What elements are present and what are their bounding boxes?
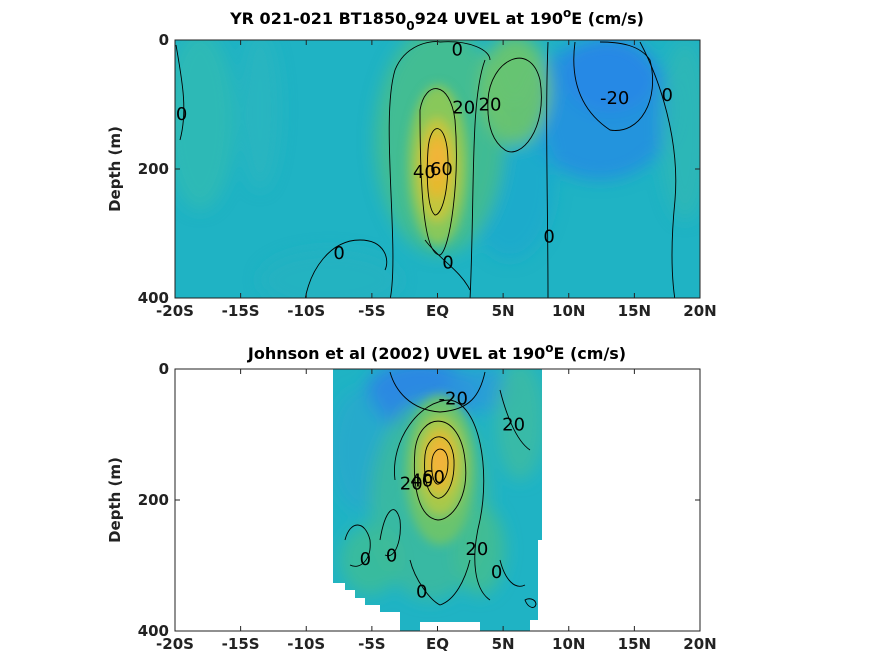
top-panel: YR 021-021 BT18500924 UVEL at 190oE (cm/… [106, 6, 717, 320]
top-contour-label: 0 [442, 253, 453, 274]
top-x-tick-label: 20N [683, 302, 716, 320]
bottom-x-tick-label: 20N [683, 635, 716, 653]
bottom-panel: Johnson et al (2002) UVEL at 190oE (cm/s… [106, 341, 717, 653]
top-x-tick-label: 10N [552, 302, 585, 320]
bottom-x-tick-label: 15N [618, 635, 651, 653]
contour-line [474, 519, 491, 601]
top-contour-label: 20 [479, 95, 502, 116]
top-y-tick-label: 0 [159, 31, 169, 49]
top-x-tick-label: -15S [222, 302, 260, 320]
contour-line [389, 371, 486, 413]
contour-line [499, 559, 526, 587]
bottom-contour-label: 0 [491, 562, 502, 583]
contour-line [388, 41, 441, 298]
bottom-contour-label: 0 [416, 582, 427, 603]
contour-line [424, 239, 471, 291]
bottom-x-tick-label: -5S [358, 635, 385, 653]
contour-line [639, 41, 677, 298]
top-contour-field [175, 40, 700, 298]
top-contour-label: 60 [430, 159, 453, 180]
bottom-x-axis: -20S -15S -10S -5S EQ 5N 10N 15N 20N [156, 369, 717, 653]
contour-line [439, 41, 491, 61]
bottom-contour-label: 20 [400, 474, 423, 495]
bottom-y-tick-label: 200 [138, 491, 169, 509]
top-contour-label: 0 [451, 40, 462, 61]
top-x-tick-label: EQ [426, 302, 449, 320]
top-contour-label: 20 [452, 98, 475, 119]
bottom-x-tick-label: -15S [222, 635, 260, 653]
top-contour-label: 0 [661, 85, 672, 106]
contour-line [524, 598, 537, 608]
contour-line [413, 420, 467, 521]
contour-line [487, 57, 542, 153]
contour-line [546, 41, 549, 298]
contour-line [304, 239, 388, 298]
bottom-x-tick-label: 5N [492, 635, 515, 653]
bottom-x-tick-label: 10N [552, 635, 585, 653]
top-contour-label: 0 [543, 227, 554, 248]
contour-line [344, 524, 371, 567]
top-y-tick-label: 200 [138, 160, 169, 178]
top-y-axis-label: Depth (m) [106, 126, 124, 212]
bottom-x-tick-label: -20S [156, 635, 194, 653]
bottom-contour-label: -20 [439, 388, 468, 409]
contour-line [431, 448, 449, 485]
contour-line [419, 88, 457, 256]
bottom-y-axis-label: Depth (m) [106, 457, 124, 543]
top-x-tick-label: -20S [156, 302, 194, 320]
bottom-y-tick-label: 400 [138, 622, 169, 640]
top-x-axis: -20S -15S -10S -5S EQ 5N 10N 15N 20N [156, 40, 717, 320]
bottom-panel-title: Johnson et al (2002) UVEL at 190oE (cm/s… [247, 341, 626, 363]
top-contour-label: 0 [333, 243, 344, 264]
top-contour-label: -20 [600, 88, 629, 109]
bottom-contour-label: 0 [360, 549, 371, 570]
contour-line [469, 59, 486, 298]
top-contour-label: 40 [413, 162, 436, 183]
top-x-tick-label: 5N [492, 302, 515, 320]
top-panel-title: YR 021-021 BT18500924 UVEL at 190oE (cm/… [229, 6, 644, 33]
contour-line [379, 509, 401, 557]
bottom-contour-label: 20 [502, 415, 525, 436]
contour-line [394, 399, 485, 521]
contour-line [499, 389, 531, 451]
bottom-contour-label: 60 [422, 467, 445, 488]
contour-line [409, 559, 471, 606]
bottom-x-tick-label: -10S [287, 635, 325, 653]
bottom-y-tick-label: 0 [159, 360, 169, 378]
top-contour-label: 0 [176, 104, 187, 125]
top-x-tick-label: 15N [618, 302, 651, 320]
top-x-tick-label: -10S [287, 302, 325, 320]
bottom-contour-label: 40 [410, 470, 433, 491]
bottom-contour-label: 0 [386, 546, 397, 567]
contour-line [573, 41, 654, 131]
top-y-tick-label: 400 [138, 289, 169, 307]
contour-line [424, 436, 455, 499]
contour-line [426, 128, 449, 216]
bottom-contour-label: 20 [465, 539, 488, 560]
contour-line [175, 44, 185, 141]
bottom-contour-field [175, 369, 700, 631]
bottom-x-tick-label: EQ [426, 635, 449, 653]
top-x-tick-label: -5S [358, 302, 385, 320]
